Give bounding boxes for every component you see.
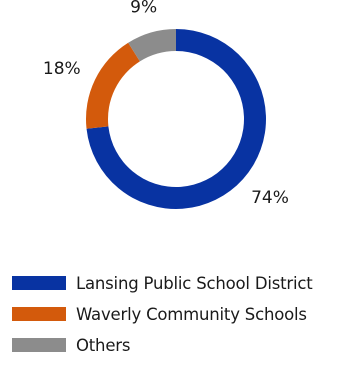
slice-waverly <box>86 42 140 129</box>
legend-label: Waverly Community Schools <box>76 304 307 324</box>
slice-label-lansing: 74% <box>251 188 289 208</box>
legend-swatch <box>12 307 66 321</box>
legend-label: Others <box>76 335 131 355</box>
donut-slices <box>86 29 267 209</box>
legend-swatch <box>12 276 66 290</box>
legend: Lansing Public School District Waverly C… <box>12 272 343 365</box>
legend-item-lansing: Lansing Public School District <box>12 272 343 294</box>
donut-chart: 74% 18% 9% <box>43 0 289 209</box>
slice-label-others: 9% <box>130 0 157 18</box>
slice-labels: 74% 18% 9% <box>43 0 289 208</box>
slice-others <box>128 29 176 62</box>
slice-label-waverly: 18% <box>43 59 81 79</box>
legend-label: Lansing Public School District <box>76 273 313 293</box>
legend-swatch <box>12 338 66 352</box>
legend-item-waverly: Waverly Community Schools <box>12 303 343 325</box>
legend-item-others: Others <box>12 334 343 356</box>
